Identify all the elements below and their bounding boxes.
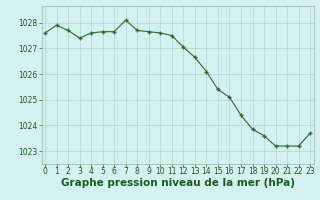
X-axis label: Graphe pression niveau de la mer (hPa): Graphe pression niveau de la mer (hPa) bbox=[60, 178, 295, 188]
